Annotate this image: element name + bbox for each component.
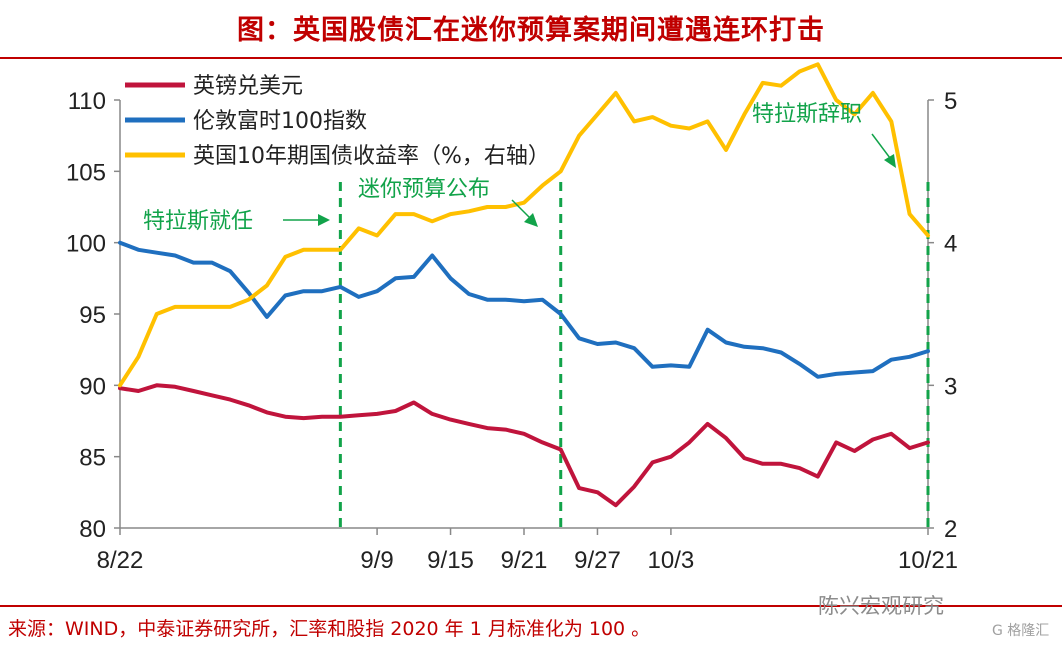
legend-label: 英镑兑美元	[193, 74, 303, 99]
right-tick-label: 4	[944, 231, 957, 258]
left-tick-label: 105	[66, 159, 106, 186]
series-line-3	[118, 62, 930, 388]
x-tick-label: 9/27	[574, 547, 621, 574]
x-tick-label: 9/9	[360, 547, 393, 574]
right-tick-label: 3	[944, 373, 957, 400]
annotation-arrow	[871, 133, 891, 159]
x-tick-label: 9/15	[427, 547, 474, 574]
series-line-2	[118, 240, 930, 379]
annotation-arrowhead	[524, 213, 538, 227]
annotation-label: 特拉斯就任	[143, 209, 253, 234]
x-tick-label: 10/21	[898, 547, 958, 574]
left-tick-label: 100	[66, 231, 106, 258]
annotation-arrow	[511, 199, 531, 219]
annotation-arrowhead	[318, 214, 330, 226]
series-line-1	[118, 383, 930, 508]
right-tick-label: 2	[944, 516, 957, 543]
annotation-label: 特拉斯辞职	[752, 102, 862, 127]
annotation-label: 迷你预算公布	[358, 177, 490, 202]
source-note: 来源：WIND，中泰证券研究所，汇率和股指 2020 年 1 月标准化为 100…	[8, 618, 651, 640]
legend-label: 英国10年期国债收益率（%，右轴）	[193, 144, 550, 169]
annotation-arrowhead	[884, 154, 896, 168]
left-tick-label: 110	[68, 88, 106, 115]
chart: 80 85 90 95 100 105 110 2 3 4 5 8/22 9/9 9/15 9/21 9/27…	[66, 62, 958, 574]
left-tick-label: 90	[79, 373, 106, 400]
left-tick-label: 80	[79, 516, 106, 543]
page-title: 图：英国股债汇在迷你预算案期间遭遇连环打击	[237, 15, 825, 46]
left-tick-label: 85	[79, 445, 106, 472]
title-divider	[0, 57, 1062, 59]
watermark-logo: G 格隆汇	[992, 623, 1050, 639]
footer-divider	[0, 605, 1062, 607]
x-tick-label: 8/22	[97, 547, 144, 574]
left-tick-label: 95	[79, 302, 106, 329]
watermark-text: 陈兴宏观研究	[818, 594, 944, 618]
x-tick-label: 10/3	[648, 547, 695, 574]
right-tick-label: 5	[944, 88, 957, 115]
x-tick-label: 9/21	[501, 547, 548, 574]
legend-label: 伦敦富时100指数	[193, 109, 367, 134]
